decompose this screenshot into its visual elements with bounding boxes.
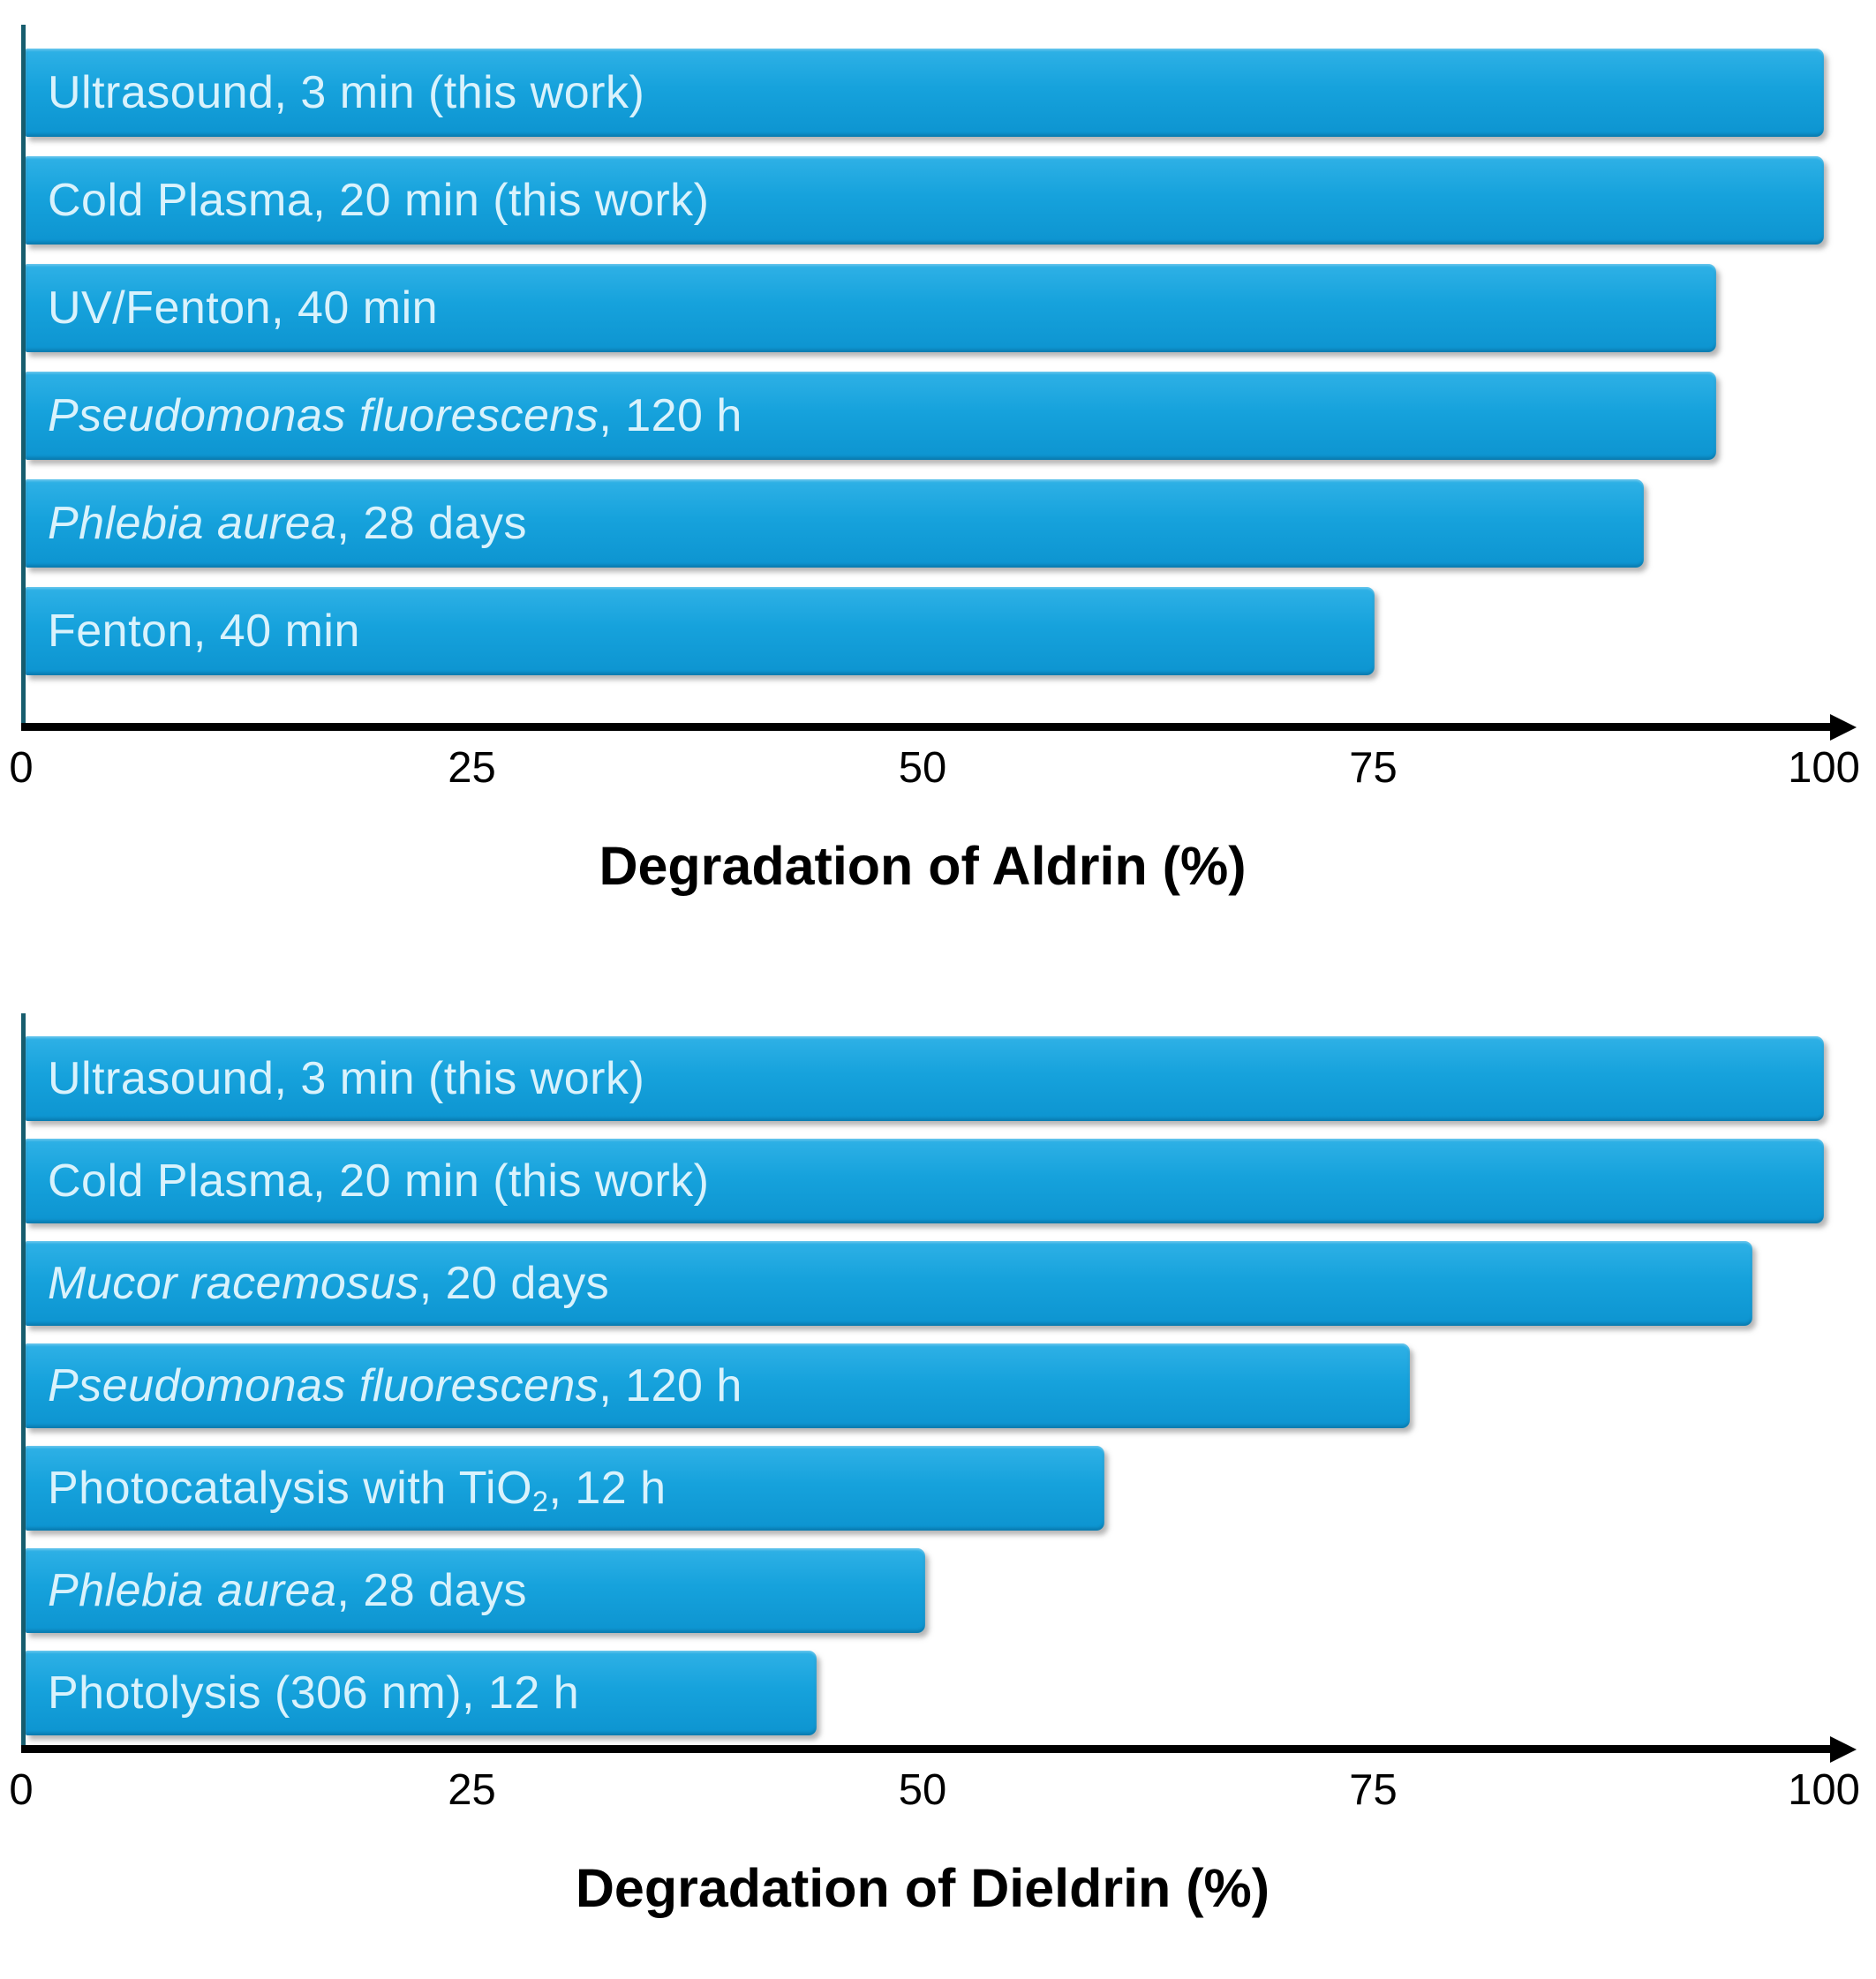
aldrin-chart: Ultrasound, 3 min (this work) Cold Plasma… bbox=[9, 25, 1860, 897]
bar-row: Cold Plasma, 20 min (this work) bbox=[26, 156, 1824, 245]
bar: Mucor racemosus, 20 days bbox=[26, 1241, 1752, 1326]
bar-label: Pseudomonas fluorescens, 120 h bbox=[48, 390, 742, 441]
tick-label: 75 bbox=[1349, 744, 1398, 792]
aldrin-chart-title: Degradation of Aldrin (%) bbox=[599, 836, 1247, 896]
bar-label: Phlebia aurea, 28 days bbox=[48, 1565, 527, 1616]
bar: Phlebia aurea, 28 days bbox=[26, 1548, 925, 1633]
aldrin-bar-group: Ultrasound, 3 min (this work) Cold Plasma… bbox=[26, 25, 1824, 731]
bar-row: Pseudomonas fluorescens, 120 h bbox=[26, 1343, 1824, 1428]
bar-label: Cold Plasma, 20 min (this work) bbox=[48, 175, 710, 226]
bar-label: Cold Plasma, 20 min (this work) bbox=[48, 1155, 710, 1207]
bar-row: Cold Plasma, 20 min (this work) bbox=[26, 1139, 1824, 1223]
bar: Cold Plasma, 20 min (this work) bbox=[26, 156, 1824, 245]
bar: Pseudomonas fluorescens, 120 h bbox=[26, 1343, 1411, 1428]
tick-label: 0 bbox=[9, 1766, 34, 1814]
tick-label: 0 bbox=[9, 744, 34, 792]
bar-row: Ultrasound, 3 min (this work) bbox=[26, 1036, 1824, 1121]
bar-row: Ultrasound, 3 min (this work) bbox=[26, 49, 1824, 137]
dieldrin-chart-title: Degradation of Dieldrin (%) bbox=[575, 1858, 1270, 1918]
bar-row: Photolysis (306 nm), 12 h bbox=[26, 1651, 1824, 1735]
x-axis-arrow-icon bbox=[1830, 713, 1857, 741]
bar-label: UV/Fenton, 40 min bbox=[48, 282, 439, 334]
tick-label: 100 bbox=[1788, 744, 1860, 792]
bar: Photolysis (306 nm), 12 h bbox=[26, 1651, 817, 1735]
bar-row: Mucor racemosus, 20 days bbox=[26, 1241, 1824, 1326]
tick-label: 50 bbox=[898, 744, 947, 792]
tick-label: 50 bbox=[898, 1766, 947, 1814]
bar-row: Pseudomonas fluorescens, 120 h bbox=[26, 372, 1824, 460]
bar-row: Fenton, 40 min bbox=[26, 587, 1824, 675]
bar: Ultrasound, 3 min (this work) bbox=[26, 1036, 1824, 1121]
dieldrin-chart: Ultrasound, 3 min (this work) Cold Plasma… bbox=[9, 1013, 1860, 1919]
bar: Phlebia aurea, 28 days bbox=[26, 479, 1645, 568]
aldrin-x-axis bbox=[21, 713, 1857, 741]
bar-label: Fenton, 40 min bbox=[48, 606, 360, 657]
bar-row: Phlebia aurea, 28 days bbox=[26, 1548, 1824, 1633]
bar-row: Photocatalysis with TiO2, 12 h bbox=[26, 1446, 1824, 1531]
bar-row: UV/Fenton, 40 min bbox=[26, 264, 1824, 352]
bar-label: Pseudomonas fluorescens, 120 h bbox=[48, 1360, 742, 1411]
bar-label: Photocatalysis with TiO2, 12 h bbox=[48, 1463, 667, 1518]
aldrin-tick-row: 0 25 50 75 100 bbox=[9, 731, 1860, 800]
dieldrin-bar-group: Ultrasound, 3 min (this work) Cold Plasma… bbox=[26, 1013, 1824, 1753]
tick-label: 25 bbox=[448, 1766, 496, 1814]
tick-label: 100 bbox=[1788, 1766, 1860, 1814]
aldrin-plot-area: Ultrasound, 3 min (this work) Cold Plasma… bbox=[21, 25, 1857, 741]
x-axis-arrow-icon bbox=[1830, 1735, 1857, 1763]
bar: Cold Plasma, 20 min (this work) bbox=[26, 1139, 1824, 1223]
dieldrin-tick-row: 0 25 50 75 100 bbox=[9, 1753, 1860, 1822]
tick-label: 25 bbox=[448, 744, 496, 792]
bar: Pseudomonas fluorescens, 120 h bbox=[26, 372, 1716, 460]
bar-label: Mucor racemosus, 20 days bbox=[48, 1258, 610, 1309]
bar: Ultrasound, 3 min (this work) bbox=[26, 49, 1824, 137]
bar: Fenton, 40 min bbox=[26, 587, 1375, 675]
bar-label: Ultrasound, 3 min (this work) bbox=[48, 67, 645, 118]
dieldrin-x-axis bbox=[21, 1735, 1857, 1763]
bar-label: Ultrasound, 3 min (this work) bbox=[48, 1053, 645, 1104]
bar-row: Phlebia aurea, 28 days bbox=[26, 479, 1824, 568]
bar-label: Photolysis (306 nm), 12 h bbox=[48, 1667, 580, 1719]
bar: Photocatalysis with TiO2, 12 h bbox=[26, 1446, 1105, 1531]
dieldrin-plot-area: Ultrasound, 3 min (this work) Cold Plasma… bbox=[21, 1013, 1857, 1763]
bar: UV/Fenton, 40 min bbox=[26, 264, 1716, 352]
tick-label: 75 bbox=[1349, 1766, 1398, 1814]
bar-label: Phlebia aurea, 28 days bbox=[48, 498, 527, 549]
